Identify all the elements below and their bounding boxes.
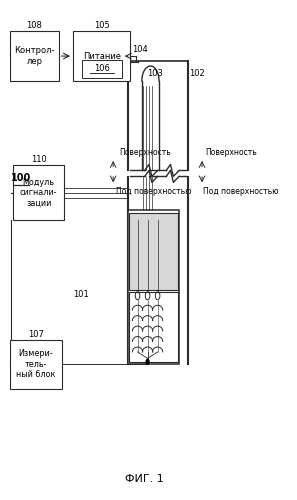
Text: Измери-
тель-
ный блок: Измери- тель- ный блок (16, 350, 56, 380)
Bar (10, 340, 61, 389)
Text: Под поверхностью: Под поверхностью (203, 187, 279, 196)
Bar (10, 31, 59, 81)
Text: Питание: Питание (83, 52, 121, 60)
Bar (73, 31, 130, 81)
Text: Контрол-
лер: Контрол- лер (14, 46, 55, 66)
Bar (129, 212, 178, 290)
Bar (13, 166, 64, 220)
Text: 102: 102 (189, 70, 205, 78)
Text: 100: 100 (11, 173, 31, 183)
Text: 108: 108 (26, 21, 42, 30)
Text: 106: 106 (94, 64, 110, 72)
Circle shape (146, 360, 149, 364)
Bar (127, 210, 179, 364)
Text: Поверхность: Поверхность (205, 148, 257, 156)
Text: 101: 101 (73, 290, 89, 299)
Text: 103: 103 (147, 70, 163, 78)
Text: 104: 104 (132, 44, 148, 54)
Text: Поверхность: Поверхность (119, 148, 171, 156)
Text: ФИГ. 1: ФИГ. 1 (125, 474, 164, 484)
Bar (129, 292, 178, 362)
Text: Под поверхностью: Под поверхностью (116, 187, 192, 196)
Text: 105: 105 (94, 21, 110, 30)
Text: Модуль
сигнали-
зации: Модуль сигнали- зации (20, 178, 57, 208)
Text: 110: 110 (31, 156, 47, 164)
Bar (82, 60, 122, 78)
Text: 107: 107 (28, 330, 44, 338)
